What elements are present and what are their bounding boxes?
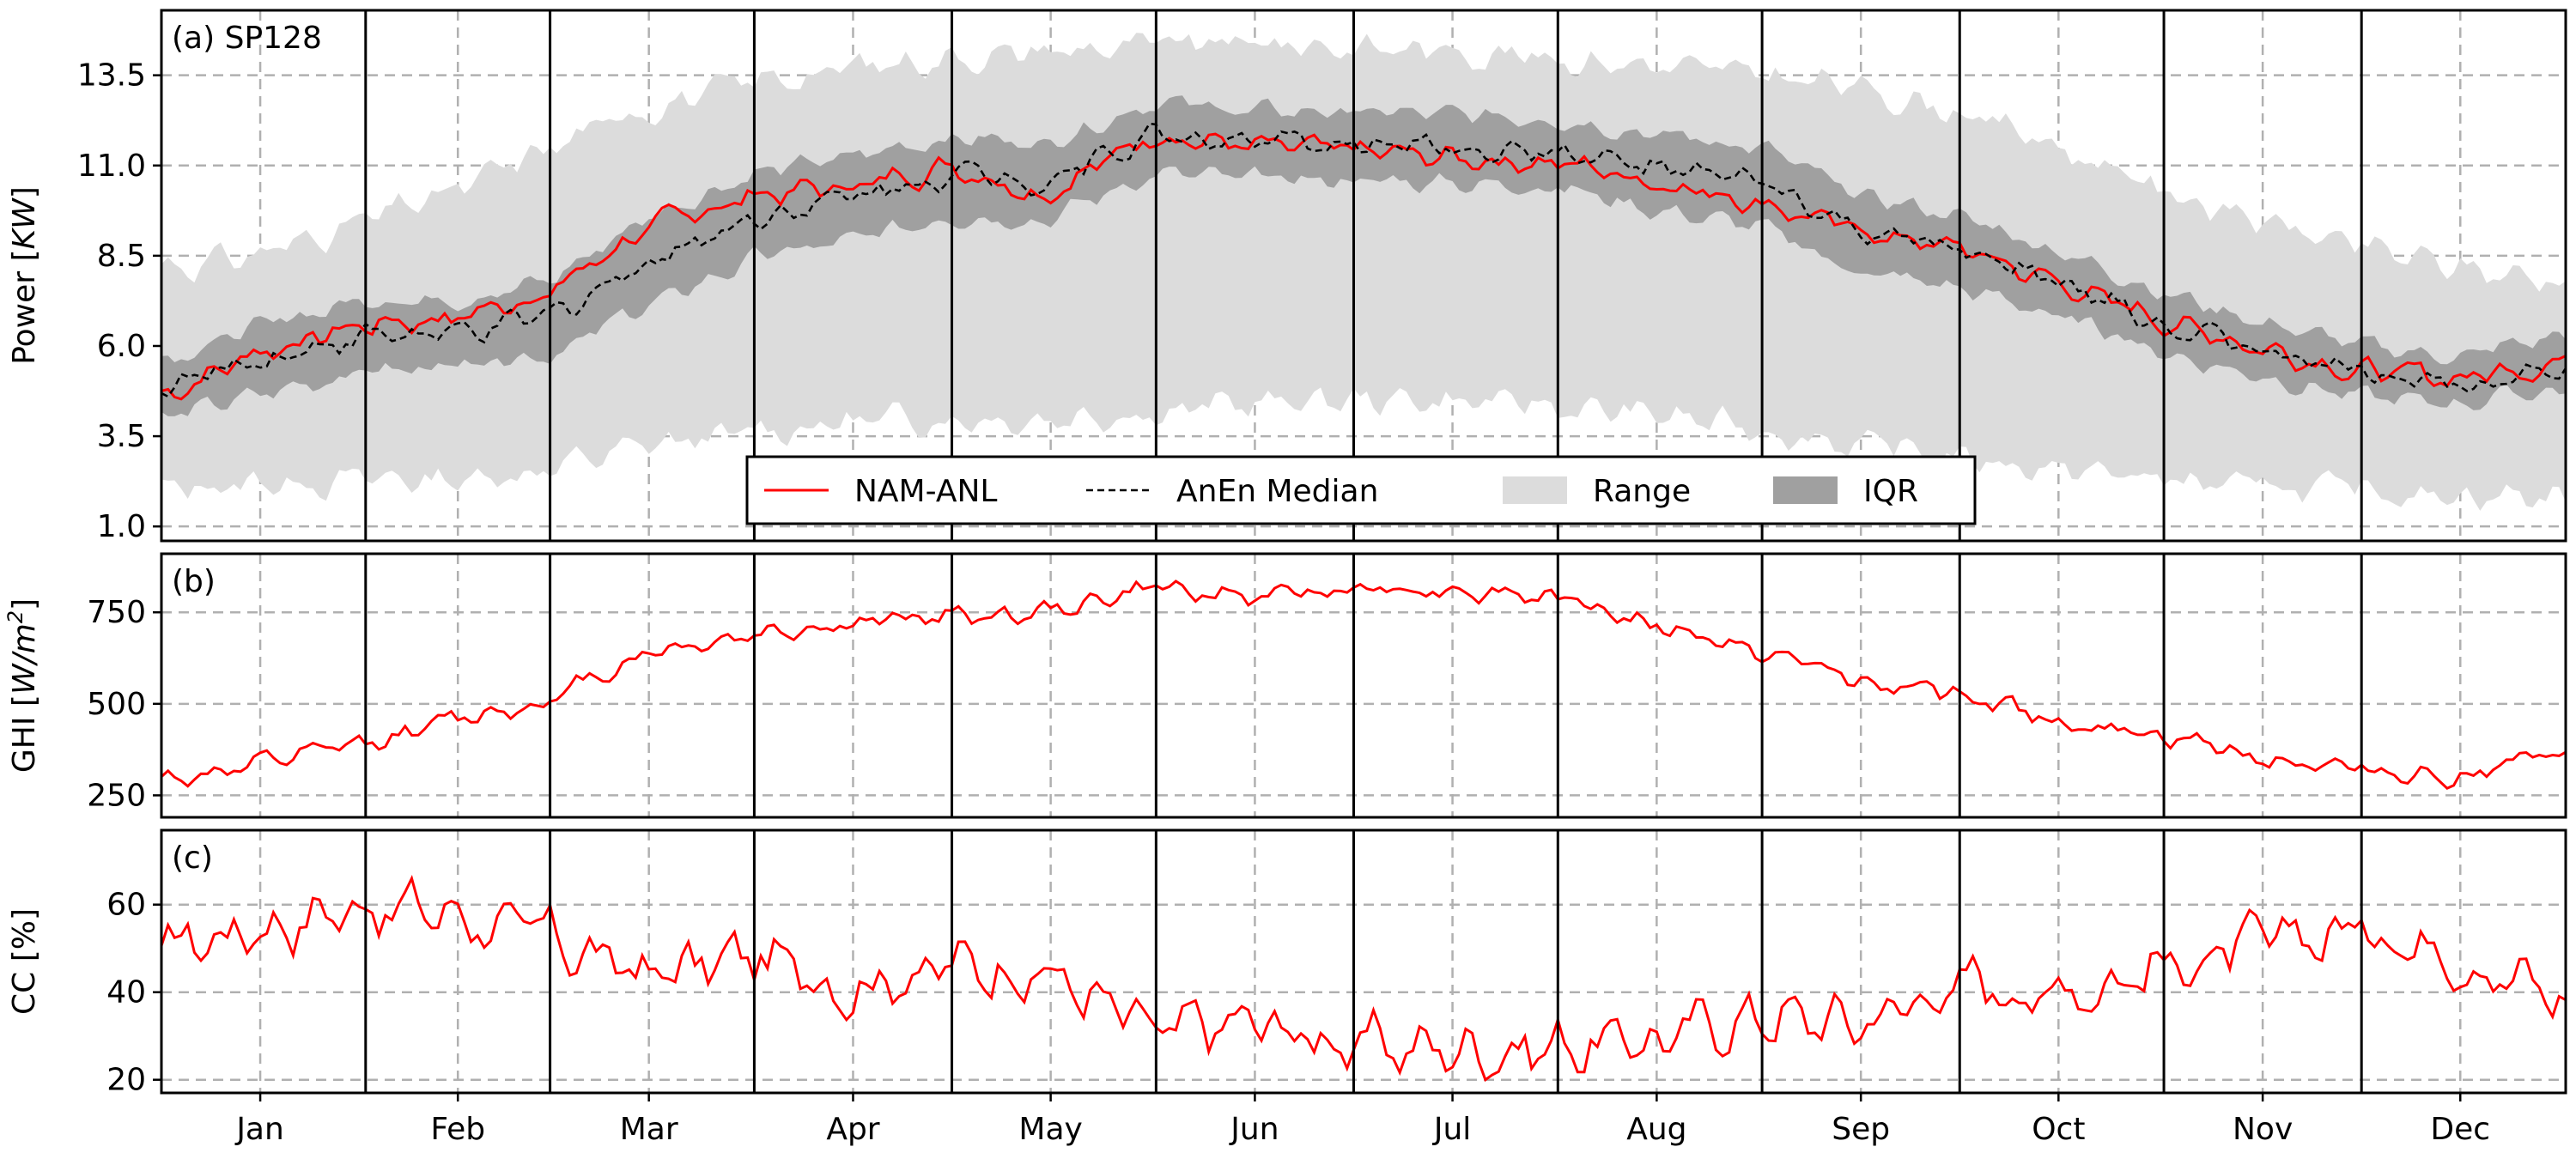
x-tick-label: Jul [1432,1112,1471,1147]
y-tick-label: 13.5 [77,58,146,94]
y-tick-label: 6.0 [97,329,146,364]
x-tick-label: Jun [1229,1112,1279,1147]
x-tick-label: Dec [2430,1112,2490,1147]
y-tick-label: 8.5 [97,239,146,274]
y-tick-label: 3.5 [97,419,146,454]
y-tick-label: 1.0 [97,509,146,544]
x-tick-label: Feb [430,1112,485,1147]
y-tick-label: 750 [87,595,146,630]
panel-b-ghi: 250 500 750 GHI [W/m2] (b) [3,552,2567,819]
plot-area [161,830,2566,1093]
panel-a-power: 1.0 3.5 6.0 8.5 11.0 13.5 Power [KW] (a) SP128 N… [7,9,2567,544]
legend-label: Range [1593,474,1691,509]
x-tick-label: Nov [2233,1112,2293,1147]
panel-title: (b) [172,564,216,599]
x-tick-label: Oct [2032,1112,2085,1147]
y-axis-label: Power [KW] [7,186,42,365]
y-tick-label: 11.0 [77,149,146,184]
x-tick-label: Sep [1832,1112,1890,1147]
legend-label: NAM-ANL [854,474,997,509]
y-tick-label: 60 [106,888,146,923]
y-tick-label: 20 [106,1063,146,1098]
legend-label: AnEn Median [1176,474,1378,509]
panel-c-cloud-cover: 20 40 60 CC [%] (c) Jan Feb Mar Apr May Jun Jul Aug S… [7,828,2567,1147]
series-line-cc [161,874,2566,1083]
y-axis-label: GHI [W/m2] [3,598,42,773]
x-tick-label: Apr [826,1112,879,1147]
y-tick-label: 250 [87,778,146,813]
axes-frame [160,552,2567,819]
y-tick-label: 40 [106,975,146,1010]
axes-frame [160,9,2567,543]
y-tick-label: 500 [87,687,146,722]
legend: NAM-ANL AnEn Median Range IQR [745,455,1977,525]
legend-label: IQR [1863,474,1918,509]
legend-swatch [1773,476,1838,504]
x-tick-label: Mar [620,1112,678,1147]
plot-area [161,10,2566,541]
band-iqr [161,95,2566,416]
panel-title: (a) SP128 [172,21,322,56]
legend-swatch [1503,476,1567,504]
y-axis-label: CC [%] [7,908,42,1015]
axes-frame [160,828,2567,1095]
x-tick-label: Aug [1626,1112,1686,1147]
x-tick-label: Jan [234,1112,284,1147]
plot-area [161,554,2566,817]
panel-title: (c) [172,840,213,876]
band-range [161,33,2566,511]
x-tick-label: May [1018,1112,1082,1147]
legend-box [745,455,1977,525]
